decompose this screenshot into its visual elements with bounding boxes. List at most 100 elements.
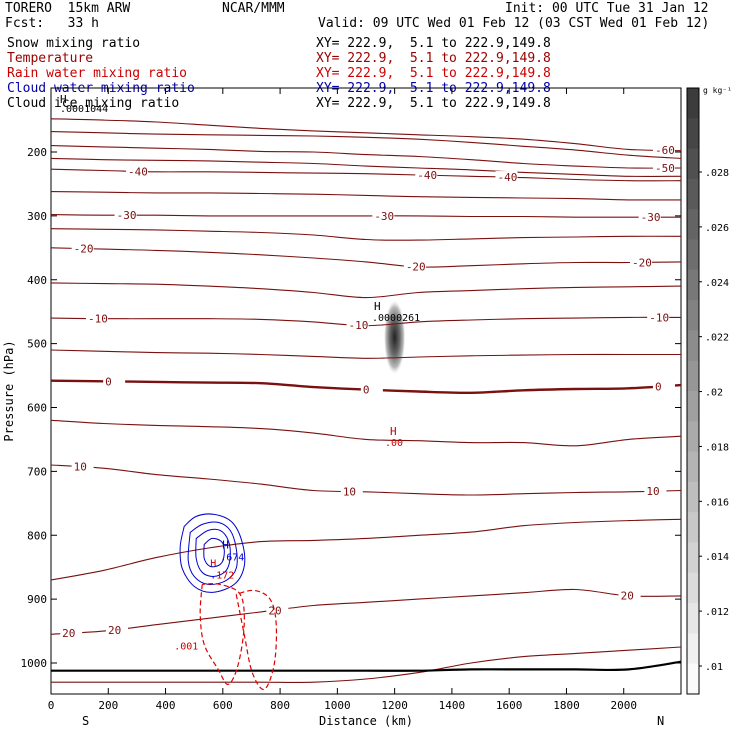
colorbar-segment [687, 421, 699, 453]
temperature-contour-label: 20 [268, 604, 281, 617]
x-tick-label: 400 [156, 699, 176, 712]
endpoint-north: N [657, 714, 664, 728]
temperature-contour-25 [51, 646, 682, 683]
colorbar-label: .024 [705, 278, 729, 289]
contour-label-bg [372, 209, 395, 221]
y-tick-label: 800 [27, 529, 47, 542]
contour-label-bg [114, 209, 137, 221]
x-tick-label: 600 [213, 699, 233, 712]
plot-frame [50, 87, 682, 695]
y-tick-label: 500 [27, 338, 47, 351]
field-rain: Rain water mixing ratio [7, 66, 188, 81]
field-snow: Snow mixing ratio [7, 36, 141, 51]
y-tick-label: 700 [27, 465, 47, 478]
cloud-water-contour [179, 513, 246, 593]
snow-max-marker: H [374, 300, 381, 313]
temperature-contour-20 [50, 588, 682, 635]
colorbar-segment [687, 391, 699, 422]
model-title: TORERO 15km ARW [5, 1, 131, 16]
temperature-contour-10 [50, 464, 682, 496]
contour-label-bg [60, 627, 83, 639]
valid-time: Valid: 09 UTC Wed 01 Feb 12 (03 CST Wed … [318, 16, 710, 31]
colorbar-segment [687, 300, 699, 331]
endpoint-south: S [82, 714, 89, 728]
colorbar-segment [687, 178, 699, 210]
cloud-water-contour [195, 528, 231, 577]
contour-label-bg [71, 242, 94, 254]
colorbar-segment [687, 148, 699, 180]
temperature-contour-label: -40 [128, 165, 148, 178]
colorbar-segment [687, 603, 699, 634]
temperature-contour-label: 0 [655, 380, 662, 393]
x-tick-label: 800 [270, 699, 290, 712]
rain-contour-label: .001 [174, 641, 198, 652]
temperature-contour--50 [50, 145, 682, 169]
contour-label-bg [415, 169, 438, 181]
colorbar-label: .014 [705, 552, 729, 563]
temperature-contour-label: -20 [632, 256, 652, 269]
temperature-contour-label: -20 [406, 260, 426, 273]
colorbar-label: .028 [705, 168, 729, 179]
temperature-contour-label: -10 [649, 311, 669, 324]
temperature-contour-label: 20 [621, 590, 634, 603]
colorbar-segment [687, 209, 699, 240]
rain-max-marker: H [390, 425, 397, 438]
temperature-contour--5 [50, 349, 681, 359]
cloud-water-max-marker: H [222, 538, 229, 551]
temperature-contour-5 [50, 419, 682, 447]
y-tick-label: 300 [27, 210, 47, 223]
contour-label-bg [647, 311, 670, 323]
temperature-contour-label: 20 [108, 624, 121, 637]
contour-label-bg [652, 380, 675, 392]
x-tick-label: 1600 [496, 699, 523, 712]
y-tick-label: 1000 [21, 657, 48, 670]
cloud-water-contour [203, 537, 225, 568]
contour-label-bg [266, 604, 289, 616]
temperature-contour-label: -30 [641, 211, 661, 224]
cloud-ice-max-value: .0001044 [60, 104, 108, 115]
field-temperature: Temperature [7, 51, 94, 66]
temperature-contour-label: 10 [646, 485, 659, 498]
terrain-line [50, 660, 682, 672]
temperature-contour-label: -60 [655, 144, 675, 157]
contour-label-bg [652, 144, 675, 156]
temperature-contour--35 [50, 191, 682, 201]
contour-label-bg [85, 312, 108, 324]
contour-label-bg [71, 460, 94, 472]
temperature-contour-label: -40 [417, 169, 437, 182]
rain-low-marker: H [210, 558, 216, 569]
temperature-contour-15 [50, 518, 682, 581]
x-tick-label: 1000 [324, 699, 351, 712]
contour-label-bg [495, 171, 518, 183]
cloud-water-max-value: .674 [220, 552, 244, 563]
y-tick-label: 600 [27, 402, 47, 415]
colorbar-label: .026 [705, 223, 729, 234]
y-tick-label: 200 [27, 146, 47, 159]
contour-label-bg [618, 589, 641, 601]
colorbar-segment [687, 330, 699, 362]
colorbar-segment [687, 572, 699, 604]
xy-temperature: XY= 222.9, 5.1 to 222.9,149.8 [316, 51, 551, 66]
temperature-contour-label: -10 [349, 319, 369, 332]
temperature-contour--40 [50, 168, 682, 182]
y-tick-label: 400 [27, 274, 47, 287]
contour-label-bg [644, 485, 667, 497]
temperature-contour-label: 0 [363, 384, 370, 397]
contour-label-bg [106, 623, 128, 635]
contour-label-bg [340, 485, 363, 497]
colorbar-segment [687, 360, 699, 392]
snow-mixing-ratio-shading [383, 299, 406, 376]
rain-water-contour [235, 589, 278, 691]
center-title: NCAR/MMM [222, 1, 285, 16]
x-tick-label: 2000 [610, 699, 637, 712]
colorbar-segment [687, 88, 699, 119]
forecast-hour: Fcst: 33 h [5, 16, 99, 31]
colorbar-segment [687, 451, 699, 483]
x-tick-label: 1800 [553, 699, 580, 712]
temperature-contour--60 [50, 118, 682, 152]
contour-label-bg [630, 256, 653, 268]
rain-max-value: .00 [385, 438, 403, 449]
contour-label-bg [652, 161, 675, 173]
temperature-contour--15 [50, 282, 682, 299]
x-tick-label: 0 [48, 699, 55, 712]
